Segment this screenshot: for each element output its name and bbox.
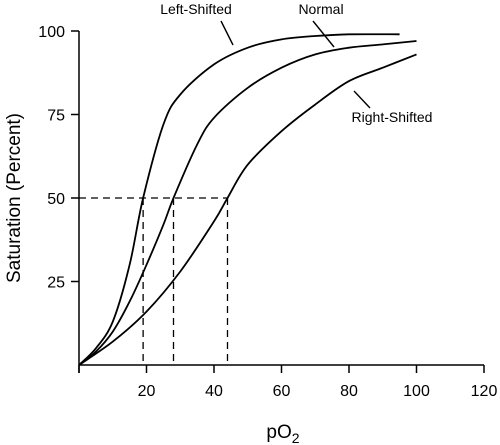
axes — [78, 31, 484, 373]
y-axis-label: Saturation (Percent) — [4, 113, 25, 283]
ticks: 20 40 60 80 100 120 25 50 75 100 — [38, 24, 497, 400]
series-labels: Left-Shifted Normal Right-Shifted — [160, 1, 432, 125]
x-tick-label: 60 — [273, 383, 291, 400]
x-tick-label: 80 — [340, 383, 358, 400]
leader-line-normal — [312, 20, 335, 48]
curve-left-shifted — [78, 33, 400, 366]
x-tick-label: 100 — [403, 383, 430, 400]
x-tick-label: 20 — [138, 383, 156, 400]
y-tick-label: 75 — [47, 108, 65, 125]
leader-line-right-shifted — [353, 90, 371, 109]
x-axis-label-subscript: 2 — [292, 430, 300, 445]
reference-lines — [79, 197, 229, 365]
y-tick-label: 50 — [47, 191, 65, 208]
y-tick-label: 25 — [47, 275, 65, 292]
series-label-normal: Normal — [298, 1, 343, 17]
x-axis-label-main: pO — [266, 422, 291, 443]
x-axis-label: pO2 — [266, 422, 299, 445]
y-tick-label: 100 — [38, 24, 65, 41]
series-label-right-shifted: Right-Shifted — [352, 109, 433, 125]
curves — [78, 33, 417, 366]
x-tick-label: 40 — [205, 383, 223, 400]
series-label-left-shifted: Left-Shifted — [160, 1, 232, 17]
x-tick-label: 120 — [471, 383, 498, 400]
curve-normal — [78, 40, 417, 366]
curve-right-shifted — [78, 53, 417, 366]
leader-line-left-shifted — [220, 20, 234, 46]
